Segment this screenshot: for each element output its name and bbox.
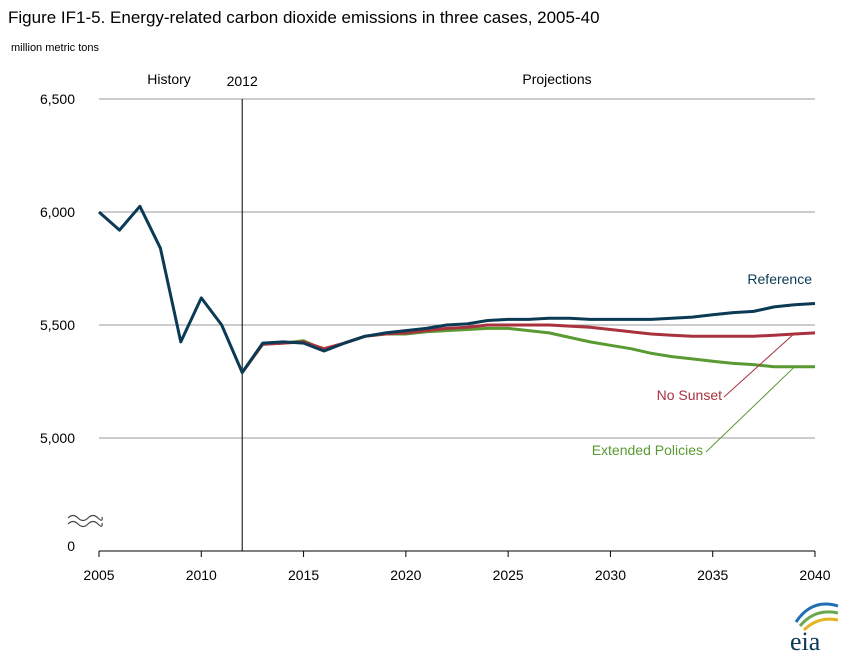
x-tick-label: 2035 (697, 567, 728, 583)
y-tick-label: 5,000 (40, 430, 75, 446)
series-label-extended-policies: Extended Policies (592, 442, 703, 458)
series-label-no-sunset: No Sunset (657, 387, 722, 403)
x-tick-label: 2020 (390, 567, 421, 583)
series-label-reference: Reference (747, 271, 812, 287)
x-tick-label: 2040 (799, 567, 830, 583)
y-tick-label: 5,500 (40, 317, 75, 333)
logo-arc-yellow (802, 617, 839, 632)
y-tick-label: 6,500 (40, 91, 75, 107)
chart-title: Figure IF1-5. Energy-related carbon diox… (8, 8, 600, 27)
projections-label: Projections (522, 71, 591, 87)
x-tick-label: 2030 (595, 567, 626, 583)
x-tick-label: 2015 (288, 567, 319, 583)
chart-labels: 6,500 6,000 5,500 5,000 0 2005 2010 2015 2020 202… (40, 71, 831, 583)
series-lines (98, 204, 816, 374)
axis-break-icon (67, 520, 103, 528)
y-tick-label: 6,000 (40, 204, 75, 220)
logo-arc-blue (794, 602, 839, 623)
eia-logo: eia (790, 602, 839, 656)
x-tick-label: 2005 (83, 567, 114, 583)
history-label: History (147, 71, 191, 87)
logo-arc-green (798, 610, 839, 627)
x-tick-label: 2025 (493, 567, 524, 583)
x-tick-label: 2010 (186, 567, 217, 583)
leader-line-extended-policies (705, 366, 795, 453)
axes (67, 99, 816, 557)
logo-text: eia (790, 627, 821, 656)
leader-line-no-sunset (723, 332, 795, 398)
y-tick-label: 0 (67, 538, 75, 554)
axis-break-icon (67, 514, 103, 522)
divider-label: 2012 (227, 73, 258, 89)
series-line-reference (98, 204, 816, 374)
y-axis-units: million metric tons (11, 42, 100, 54)
